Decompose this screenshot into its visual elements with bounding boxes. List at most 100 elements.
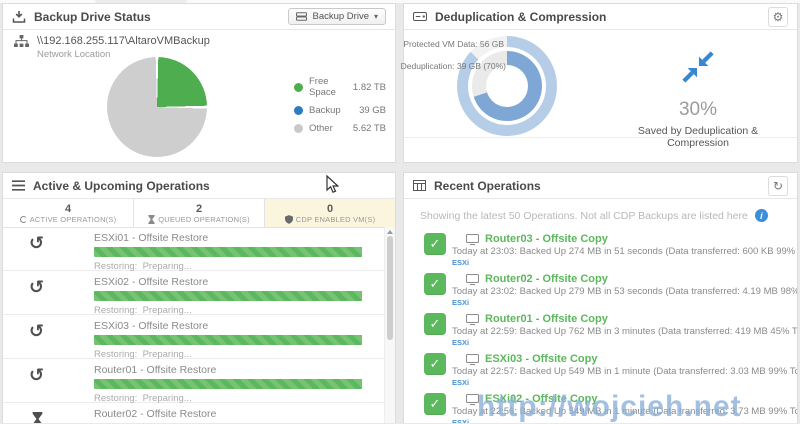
progress-bar	[94, 379, 362, 389]
spinner-icon	[19, 215, 27, 223]
queued-operation-row[interactable]: Router02 - Offsite Restore Offsite Resto…	[3, 403, 395, 423]
operations-list-icon	[12, 180, 25, 191]
operation-name: Router02 - Offsite Copy	[485, 273, 608, 285]
operation-status: Restoring: Preparing...	[94, 393, 192, 404]
success-check-icon: ✓	[424, 353, 446, 375]
operation-name: Router03 - Offsite Copy	[485, 233, 608, 245]
success-check-icon: ✓	[424, 313, 446, 335]
progress-bar	[94, 247, 362, 257]
active-operation-row[interactable]: ↺ ESXi03 - Offsite Restore Restoring: Pr…	[3, 315, 395, 360]
caret-down-icon: ▾	[373, 12, 378, 21]
recent-operation-row[interactable]: ✓ ESXi03 - Offsite Copy Today at 22:57: …	[404, 349, 797, 389]
success-check-icon: ✓	[424, 233, 446, 255]
hypervisor-tag: ESXi	[452, 258, 470, 267]
deduplication-header: Deduplication & Compression ⚙	[404, 4, 797, 30]
operation-name: Router01 - Offsite Copy	[485, 313, 608, 325]
deduplication-label: Deduplication: 39 GB (70%)	[400, 61, 506, 71]
success-check-icon: ✓	[424, 273, 446, 295]
scrollbar-thumb[interactable]	[387, 236, 393, 340]
operation-name: ESXi02 - Offsite Restore	[94, 276, 209, 288]
vm-monitor-icon	[466, 233, 479, 245]
recent-operations-note: Showing the latest 50 Operations. Not al…	[404, 199, 797, 222]
panel-title: Active & Upcoming Operations	[33, 178, 210, 193]
operation-name: ESXi03 - Offsite Copy	[485, 353, 598, 365]
pie-legend: Free Space 1.82 TB Backup 39 GB Other 5.…	[294, 76, 386, 141]
hypervisor-tag: ESXi	[452, 378, 470, 387]
restore-icon: ↺	[29, 365, 45, 386]
active-operation-row[interactable]: ↺ ESXi01 - Offsite Restore Restoring: Pr…	[3, 227, 395, 272]
backup-drive-status-header: Backup Drive Status Backup Drive ▾	[3, 4, 395, 30]
vm-monitor-icon	[466, 273, 479, 285]
network-sitemap-icon	[14, 35, 29, 48]
vm-monitor-icon	[466, 393, 479, 405]
vm-monitor-icon	[466, 353, 479, 365]
operation-detail: Today at 22:59: Backed Up 762 MB in 3 mi…	[452, 326, 797, 337]
refresh-icon: ↻	[772, 178, 784, 193]
hypervisor-tag: ESXi	[452, 298, 470, 307]
operation-status: Restoring: Preparing...	[94, 261, 192, 272]
panel-divider	[404, 137, 797, 138]
recent-operation-row[interactable]: ✓ ESXi02 - Offsite Copy Today at 22:56: …	[404, 389, 797, 423]
backup-drive-dropdown-button[interactable]: Backup Drive ▾	[288, 8, 386, 25]
success-check-icon: ✓	[424, 393, 446, 415]
savings-caption: Saved by Deduplication & Compression	[637, 125, 759, 149]
tab-cdp-enabled-vms[interactable]: 0 CDP ENABLED VM(S)	[265, 199, 395, 227]
other-swatch	[294, 124, 303, 133]
active-operations-header: Active & Upcoming Operations	[3, 173, 395, 199]
tab-queued-operations[interactable]: 2 QUEUED OPERATION(S)	[134, 199, 265, 227]
restore-icon: ↺	[29, 277, 45, 298]
operation-name: Router01 - Offsite Restore	[94, 364, 217, 376]
operation-detail: Today at 23:03: Backed Up 274 MB in 51 s…	[452, 246, 797, 257]
backup-location-path: \\192.168.255.117\AltaroVMBackup	[37, 35, 210, 47]
recent-operation-row[interactable]: ✓ Router02 - Offsite Copy Today at 23:02…	[404, 269, 797, 309]
info-icon[interactable]: i	[754, 209, 768, 222]
network-location: \\192.168.255.117\AltaroVMBackup Network…	[14, 35, 210, 60]
operation-status: Restoring: Preparing...	[94, 305, 192, 316]
shield-icon	[284, 214, 293, 224]
active-operation-row[interactable]: ↺ Router01 - Offsite Restore Restoring: …	[3, 359, 395, 404]
progress-bar	[94, 335, 362, 345]
operation-name: ESXi01 - Offsite Restore	[94, 232, 209, 244]
hypervisor-tag: ESXi	[452, 338, 470, 347]
scrollbar-up-arrow[interactable]	[387, 230, 393, 234]
operation-detail: Today at 22:56: Backed Up 549 MB in 1 mi…	[452, 406, 797, 417]
savings-summary: 30% Saved by Deduplication & Compression	[612, 50, 784, 149]
scrollbar	[384, 227, 395, 423]
refresh-button[interactable]: ↻	[768, 175, 788, 196]
backup-location-type: Network Location	[37, 49, 111, 60]
hypervisor-tag: ESXi	[452, 418, 470, 423]
operation-detail: Today at 22:57: Backed Up 549 MB in 1 mi…	[452, 366, 797, 377]
progress-bar	[94, 291, 362, 301]
legend-item-backup: Backup 39 GB	[294, 105, 386, 116]
operation-name: ESXi02 - Offsite Copy	[485, 393, 598, 405]
recent-operation-row[interactable]: ✓ Router03 - Offsite Copy Today at 23:03…	[404, 229, 797, 269]
panel-title: Deduplication & Compression	[435, 9, 607, 24]
page-top-strip	[0, 0, 800, 3]
panel-title: Backup Drive Status	[34, 9, 151, 24]
savings-percent: 30%	[678, 99, 718, 120]
backup-download-icon	[12, 10, 26, 23]
operation-name: Router02 - Offsite Restore	[94, 408, 217, 420]
recent-operation-row[interactable]: ✓ Router01 - Offsite Copy Today at 22:59…	[404, 309, 797, 349]
restore-icon: ↺	[29, 233, 45, 254]
free-space-swatch	[294, 82, 303, 92]
panel-title: Recent Operations	[434, 178, 541, 193]
legend-item-free-space: Free Space 1.82 TB	[294, 76, 386, 98]
deduplication-panel: Deduplication & Compression ⚙ Protected …	[400, 3, 798, 163]
drive-button-label: Backup Drive	[312, 11, 369, 22]
drive-icon	[296, 12, 308, 21]
storage-drive-icon	[413, 10, 427, 23]
operations-tab-bar: 4 ACTIVE OPERATION(S) 2 QUEUED OPERATION…	[3, 199, 395, 228]
hourglass-icon	[32, 412, 43, 423]
drive-usage-pie-chart	[107, 57, 207, 157]
gear-icon: ⚙	[772, 9, 784, 24]
active-operation-row[interactable]: ↺ ESXi02 - Offsite Restore Restoring: Pr…	[3, 271, 395, 316]
vm-monitor-icon	[466, 313, 479, 325]
protected-vm-data-label: Protected VM Data: 56 GB	[403, 39, 504, 49]
recent-operations-header: Recent Operations ↻	[404, 173, 797, 199]
active-operations-panel: Active & Upcoming Operations 4 ACTIVE OP…	[2, 172, 396, 423]
restore-icon: ↺	[29, 321, 45, 342]
settings-gear-button[interactable]: ⚙	[768, 6, 788, 27]
active-operations-list: ↺ ESXi01 - Offsite Restore Restoring: Pr…	[3, 227, 395, 423]
tab-active-operations[interactable]: 4 ACTIVE OPERATION(S)	[3, 199, 134, 227]
